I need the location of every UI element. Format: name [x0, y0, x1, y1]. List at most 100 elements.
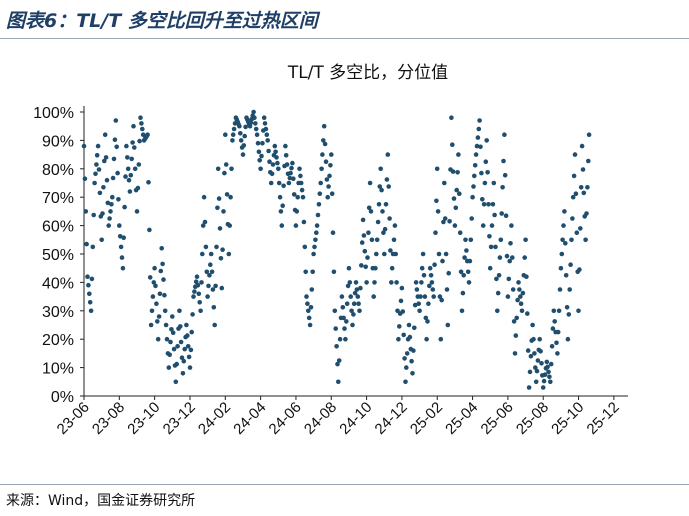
- data-point: [208, 262, 213, 267]
- data-point: [513, 333, 519, 338]
- y-tick-label: 0%: [51, 389, 74, 406]
- data-point: [310, 269, 316, 275]
- data-point: [397, 324, 402, 329]
- data-point: [427, 283, 432, 289]
- data-point: [306, 308, 311, 314]
- data-point: [164, 336, 170, 342]
- data-point: [531, 336, 536, 342]
- data-point: [266, 148, 271, 154]
- data-point: [486, 202, 491, 207]
- data-point: [286, 180, 292, 186]
- data-point: [166, 365, 172, 370]
- data-point: [297, 166, 302, 172]
- data-point: [132, 166, 138, 172]
- data-point: [376, 202, 382, 207]
- data-point: [499, 211, 505, 216]
- data-point: [459, 308, 465, 314]
- data-point: [274, 155, 279, 160]
- data-point: [502, 172, 508, 178]
- data-point: [223, 162, 229, 167]
- data-point: [491, 180, 497, 186]
- data-point: [371, 294, 377, 299]
- data-point: [307, 322, 313, 328]
- data-point: [577, 267, 582, 272]
- data-point: [93, 171, 98, 177]
- data-point: [517, 287, 522, 292]
- data-point: [159, 246, 164, 251]
- data-point: [541, 378, 547, 384]
- data-point: [220, 247, 225, 252]
- data-point: [515, 297, 520, 303]
- data-point: [215, 166, 221, 172]
- data-point: [156, 314, 162, 319]
- data-point: [278, 209, 284, 214]
- data-point: [385, 152, 391, 157]
- data-point: [96, 167, 102, 172]
- data-point: [412, 302, 418, 308]
- data-point: [189, 329, 194, 335]
- data-point: [422, 294, 428, 299]
- data-point: [412, 325, 417, 331]
- footer-divider: [0, 484, 689, 485]
- data-point: [560, 237, 565, 243]
- data-point: [185, 333, 190, 338]
- data-point: [496, 273, 502, 278]
- data-point: [490, 202, 496, 207]
- data-point: [372, 280, 377, 285]
- x-tick-label: 24-12: [372, 399, 411, 438]
- data-point: [360, 217, 366, 223]
- data-point: [170, 330, 176, 336]
- figure-header: 图表6：TL/T 多空比回升至过热区间: [0, 0, 689, 40]
- data-point: [446, 270, 452, 276]
- data-point: [570, 194, 576, 200]
- data-point: [140, 126, 145, 132]
- data-point: [551, 308, 557, 314]
- data-point: [81, 143, 87, 149]
- data-point: [410, 371, 415, 376]
- data-point: [441, 219, 446, 225]
- data-point: [394, 280, 399, 285]
- source-note: 来源：Wind，国金证券研究所: [6, 493, 196, 509]
- data-point: [314, 223, 320, 228]
- data-point: [138, 115, 143, 120]
- data-point: [318, 180, 324, 186]
- data-point: [324, 177, 330, 182]
- data-point: [302, 244, 308, 250]
- header-divider: [0, 38, 689, 39]
- data-point: [430, 287, 436, 292]
- data-point: [326, 184, 331, 189]
- data-point: [273, 149, 278, 155]
- data-point: [171, 346, 177, 352]
- data-point: [275, 160, 280, 166]
- data-point: [447, 219, 452, 224]
- data-point: [113, 118, 119, 123]
- y-tick-label: 100%: [33, 105, 74, 122]
- data-point: [124, 143, 129, 149]
- data-point: [435, 209, 441, 214]
- data-point: [407, 334, 413, 340]
- data-point: [284, 162, 290, 167]
- data-point: [392, 223, 398, 228]
- data-point: [344, 319, 349, 324]
- data-point: [170, 314, 175, 319]
- data-point: [411, 348, 416, 353]
- data-point: [533, 365, 538, 370]
- data-point: [303, 269, 309, 275]
- data-point: [504, 253, 510, 259]
- data-point: [468, 237, 474, 243]
- data-point: [191, 294, 196, 299]
- data-point: [94, 162, 99, 167]
- data-point: [421, 273, 427, 278]
- data-point: [269, 171, 275, 177]
- data-point: [129, 156, 134, 162]
- data-point: [298, 173, 303, 179]
- data-point: [427, 265, 433, 271]
- data-point: [153, 283, 158, 289]
- x-tick-label: 25-12: [584, 399, 623, 438]
- data-point: [125, 166, 131, 172]
- y-tick-label: 30%: [42, 304, 74, 321]
- data-point: [181, 358, 187, 364]
- data-point: [398, 298, 404, 304]
- data-point: [524, 274, 529, 279]
- x-tick-label: 25-06: [478, 399, 517, 438]
